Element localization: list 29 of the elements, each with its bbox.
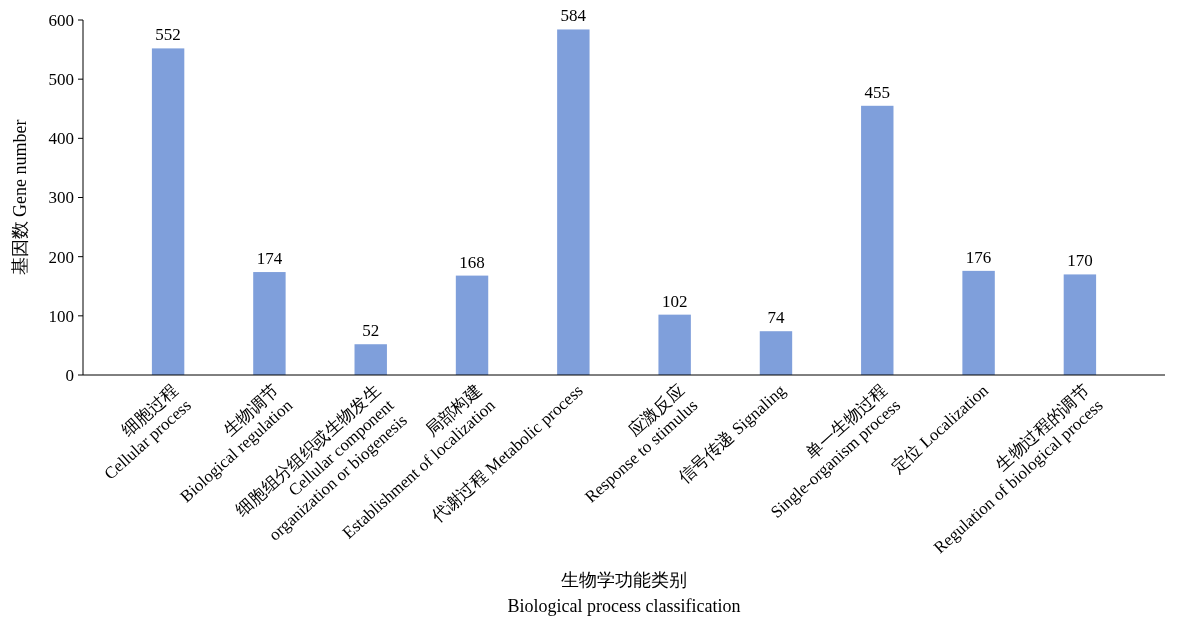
data-label: 52 [362,321,380,341]
y-tick-label: 0 [65,365,74,385]
bar [759,331,793,375]
data-label: 552 [155,25,181,45]
data-label: 584 [560,6,587,26]
bar [557,29,590,375]
y-tick-label: 200 [48,247,74,267]
bar [962,270,995,375]
bar [1063,274,1097,375]
data-label: 168 [459,252,485,272]
data-label: 74 [767,308,785,328]
data-label: 176 [965,247,992,267]
bar [151,48,185,375]
bar [253,272,286,375]
x-axis-title: 生物学功能类别 Biological process classification [507,570,741,616]
data-label: 170 [1067,251,1093,271]
data-label: 455 [864,82,891,102]
bar [455,275,489,375]
y-tick-label: 300 [48,188,74,208]
y-tick-label: 600 [48,10,74,30]
y-tick-label: 400 [48,129,74,149]
y-axis-title: 基因数 Gene number [10,119,30,276]
data-label: 102 [661,291,688,311]
bar [354,344,387,375]
y-tick-label: 500 [48,70,74,90]
y-tick-label: 100 [48,306,74,326]
data-label: 174 [256,249,283,269]
bar [861,105,894,375]
bar [658,314,691,375]
